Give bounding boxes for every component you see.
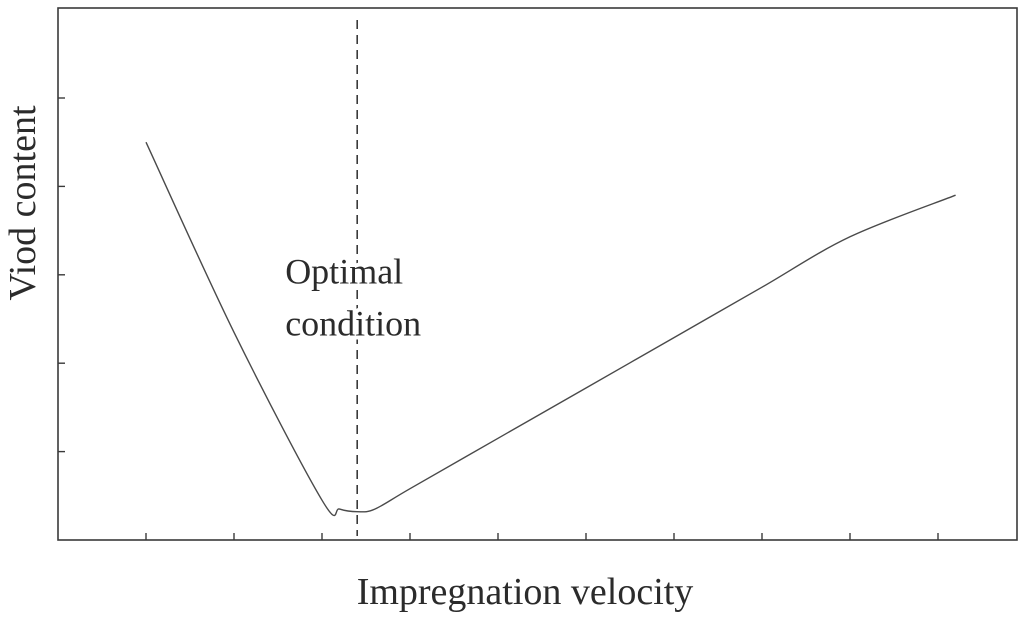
- series-line: [145, 141, 956, 517]
- y-axis-ticks: [58, 97, 65, 453]
- x-axis-ticks: [145, 533, 939, 540]
- optimal-condition-annotation: Optimal condition: [285, 252, 421, 344]
- plot-frame: [57, 7, 1018, 541]
- annotation-line-2: condition: [285, 304, 421, 344]
- annotation-line-1: Optimal: [285, 252, 403, 292]
- y-axis-title: Viod content: [2, 105, 44, 301]
- x-axis-title: Impregnation velocity: [357, 571, 694, 613]
